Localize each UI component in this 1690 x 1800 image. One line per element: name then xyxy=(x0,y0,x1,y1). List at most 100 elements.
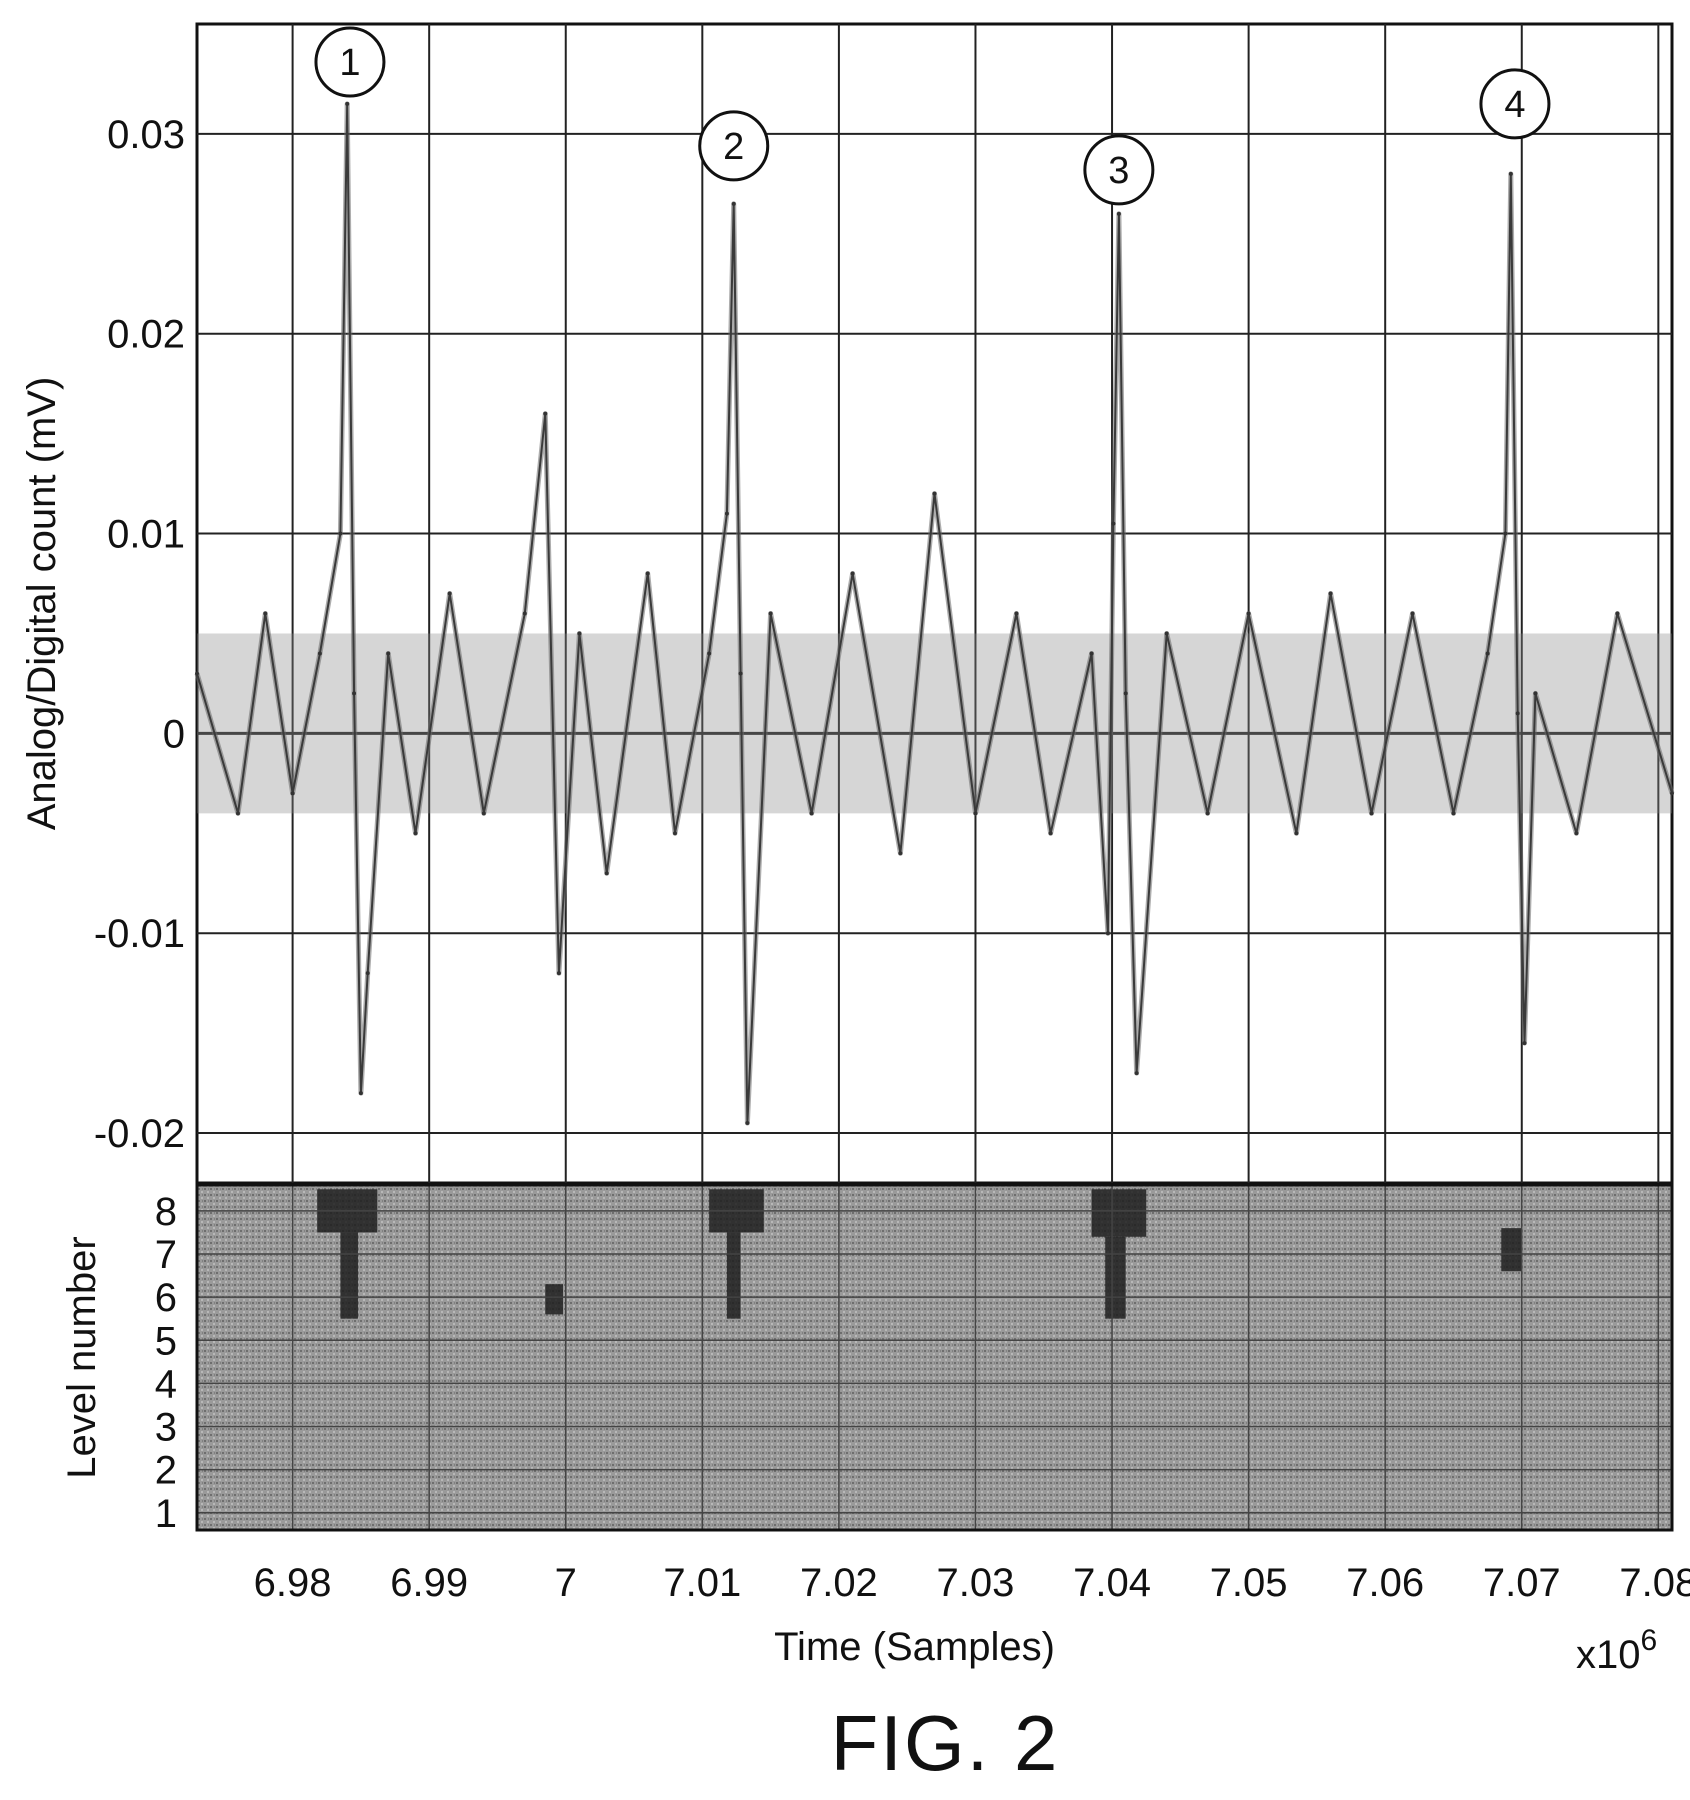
level-dark-region xyxy=(1105,1236,1126,1319)
signal-point xyxy=(358,1091,363,1096)
signal-point xyxy=(1515,711,1520,716)
signal-point xyxy=(235,811,240,816)
signal-point xyxy=(1089,651,1094,656)
x-axis-title: Time (Samples) xyxy=(774,1625,1055,1669)
signal-point xyxy=(932,491,937,496)
signal-point xyxy=(413,831,418,836)
level-y-axis-title: Level number xyxy=(60,1236,104,1478)
level-frame xyxy=(195,1183,1674,1532)
x-tick-label: 7.07 xyxy=(1483,1561,1561,1605)
signal-point xyxy=(850,571,855,576)
level-y-tick-label: 8 xyxy=(155,1190,177,1234)
x-axis-multiplier: x106 xyxy=(1576,1624,1657,1677)
signal-point xyxy=(1294,831,1299,836)
signal-point xyxy=(1014,611,1019,616)
x-tick-label: 6.99 xyxy=(390,1561,468,1605)
signal-y-tick-label: -0.02 xyxy=(94,1112,185,1156)
x-tick-label: 7.03 xyxy=(937,1561,1015,1605)
signal-point xyxy=(1533,691,1538,696)
signal-point xyxy=(386,651,391,656)
signal-point xyxy=(317,651,322,656)
x-axis-multiplier-exponent: 6 xyxy=(1641,1624,1658,1657)
signal-y-tick-label: -0.01 xyxy=(94,912,185,956)
event-markers: 1 2 3 4 xyxy=(314,26,1551,206)
signal-point xyxy=(898,851,903,856)
level-dark-region xyxy=(545,1284,564,1315)
signal-point xyxy=(731,201,736,206)
event-marker-label: 1 xyxy=(339,42,360,84)
signal-point xyxy=(1111,521,1116,526)
level-y-tick-label: 1 xyxy=(155,1492,177,1536)
signal-point xyxy=(1328,591,1333,596)
signal-point xyxy=(447,591,452,596)
signal-point xyxy=(543,411,548,416)
level-grid xyxy=(197,1185,1672,1530)
level-y-tick-label: 5 xyxy=(155,1319,177,1363)
signal-point xyxy=(1116,211,1121,216)
signal-point xyxy=(768,611,773,616)
signal-point xyxy=(1485,651,1490,656)
figure-caption: FIG. 2 xyxy=(831,1699,1060,1787)
x-tick-label: 7.04 xyxy=(1073,1561,1151,1605)
signal-point xyxy=(1048,831,1053,836)
signal-point xyxy=(195,671,199,676)
signal-y-tick-label: 0 xyxy=(163,712,185,756)
x-tick-label: 7.05 xyxy=(1210,1561,1288,1605)
signal-point xyxy=(1164,631,1169,636)
signal-point xyxy=(1246,611,1251,616)
signal-point xyxy=(724,511,729,516)
signal-noise-band xyxy=(197,633,1672,814)
signal-y-tick-label: 0.01 xyxy=(107,513,185,557)
signal-point xyxy=(1508,171,1513,176)
signal-point xyxy=(263,611,268,616)
signal-panel: 1 2 3 4 -0.02 -0.01 0 0.01 0.02 0.03 Analog/Digi… xyxy=(20,22,1675,1185)
signal-point xyxy=(556,971,561,976)
signal-point xyxy=(338,531,343,536)
signal-grid xyxy=(197,24,1672,1183)
x-tick-label: 6.98 xyxy=(254,1561,332,1605)
x-tick-label: 7.08 xyxy=(1619,1561,1690,1605)
signal-point xyxy=(1451,811,1456,816)
event-marker-4: 4 xyxy=(1479,68,1551,140)
level-dark-region xyxy=(1091,1189,1147,1237)
signal-point xyxy=(1615,611,1620,616)
x-tick-labels: 6.98 6.99 7 7.01 7.02 7.03 7.04 7.05 7.06 7.07 7.0… xyxy=(254,1561,1690,1605)
signal-point xyxy=(745,1121,750,1126)
level-y-tick-label: 4 xyxy=(155,1362,177,1406)
signal-point xyxy=(481,811,486,816)
event-marker-circle xyxy=(1083,134,1155,206)
event-marker-2: 2 xyxy=(698,110,770,182)
signal-point xyxy=(522,611,527,616)
signal-point xyxy=(973,811,978,816)
signal-y-axis-title: Analog/Digital count (mV) xyxy=(20,377,64,831)
signal-point xyxy=(1105,931,1110,936)
level-y-tick-label: 6 xyxy=(155,1276,177,1320)
event-marker-circle xyxy=(1479,68,1551,140)
signal-point xyxy=(645,571,650,576)
signal-point xyxy=(1522,1041,1527,1046)
x-tick-label: 7.02 xyxy=(800,1561,878,1605)
signal-point xyxy=(365,971,370,976)
event-marker-label: 4 xyxy=(1504,84,1525,126)
event-marker-1: 1 xyxy=(314,26,386,98)
level-y-tick-label: 2 xyxy=(155,1449,177,1493)
signal-point xyxy=(352,691,357,696)
signal-point xyxy=(673,831,678,836)
signal-point xyxy=(1670,791,1674,796)
x-tick-label: 7 xyxy=(555,1561,577,1605)
level-dark-region xyxy=(726,1232,741,1319)
signal-point xyxy=(577,631,582,636)
level-dark-region xyxy=(1501,1228,1522,1272)
signal-point xyxy=(604,871,609,876)
signal-point xyxy=(1205,811,1210,816)
signal-y-tick-label: 0.02 xyxy=(107,313,185,357)
signal-y-tick-labels: -0.02 -0.01 0 0.01 0.02 0.03 xyxy=(94,113,185,1156)
x-tick-label: 7.06 xyxy=(1346,1561,1424,1605)
signal-point xyxy=(1503,531,1508,536)
signal-trace xyxy=(194,101,1675,1126)
level-y-tick-label: 3 xyxy=(155,1406,177,1450)
level-dark-region xyxy=(340,1232,359,1319)
event-marker-label: 3 xyxy=(1108,150,1129,192)
